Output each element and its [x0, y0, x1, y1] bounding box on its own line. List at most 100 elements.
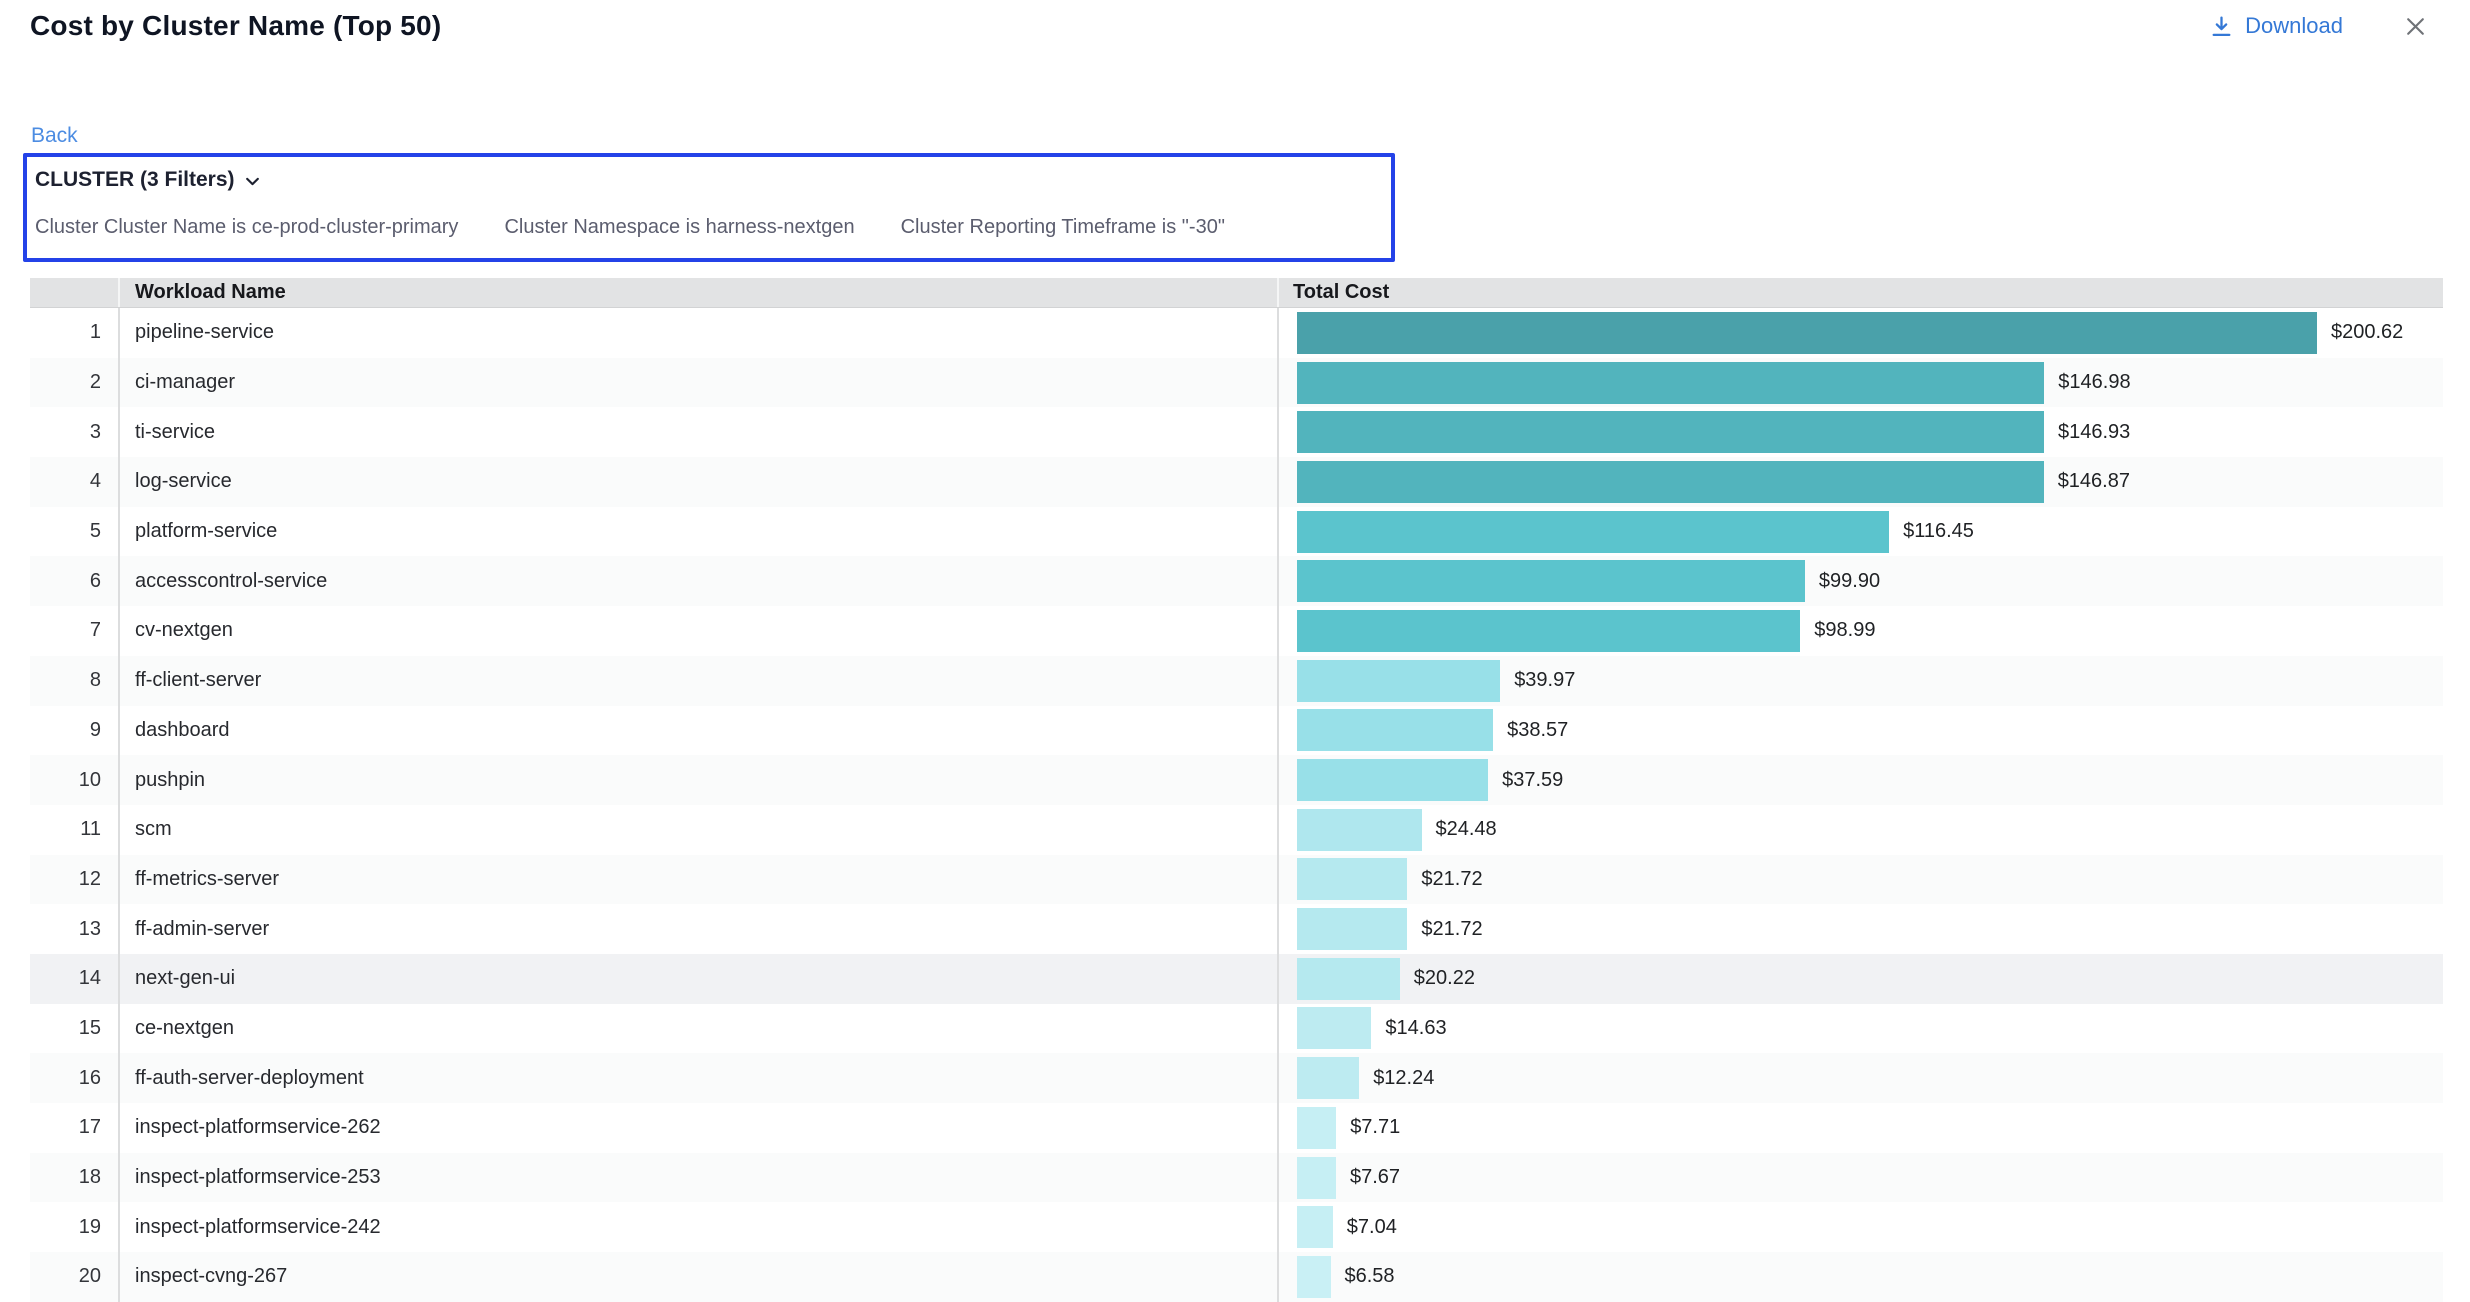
table-row[interactable]: 13 ff-admin-server $21.72: [30, 904, 2443, 954]
cost-bar: [1297, 311, 2317, 354]
workload-name-cell: platform-service: [120, 506, 1279, 557]
workload-name-cell: scm: [120, 804, 1279, 855]
cost-cell: $146.98: [1279, 358, 2443, 408]
rank-cell: 14: [30, 953, 120, 1004]
cost-cell: $146.87: [1279, 457, 2443, 507]
cost-cell: $7.71: [1279, 1103, 2443, 1153]
cost-cell: $6.58: [1279, 1252, 2443, 1302]
rank-cell: 5: [30, 506, 120, 557]
cost-value-label: $146.93: [2058, 420, 2131, 443]
cost-table: Workload Name Total Cost 1 pipeline-serv…: [30, 278, 2443, 1302]
workload-name-cell: pipeline-service: [120, 308, 1279, 358]
rank-cell: 17: [30, 1103, 120, 1153]
table-row[interactable]: 7 cv-nextgen $98.99: [30, 606, 2443, 656]
table-row[interactable]: 16 ff-auth-server-deployment $12.24: [30, 1053, 2443, 1103]
top-actions: Download: [2209, 13, 2428, 39]
filter-panel: CLUSTER (3 Filters) Cluster Cluster Name…: [23, 153, 1395, 262]
filter-items: Cluster Cluster Name is ce-prod-cluster-…: [35, 216, 1381, 239]
rank-cell: 13: [30, 904, 120, 954]
rank-cell: 2: [30, 357, 120, 408]
cost-bar: [1297, 1057, 1360, 1100]
cost-bar: [1297, 908, 1408, 951]
cost-bar: [1297, 411, 2044, 454]
cost-bar: [1297, 659, 1501, 702]
filter-item: Cluster Cluster Name is ce-prod-cluster-…: [35, 216, 459, 238]
rank-cell: 18: [30, 1152, 120, 1203]
rank-cell: 9: [30, 705, 120, 756]
rank-cell: 4: [30, 457, 120, 507]
cost-bar: [1297, 759, 1489, 802]
table-row[interactable]: 12 ff-metrics-server $21.72: [30, 854, 2443, 905]
table-row[interactable]: 9 dashboard $38.57: [30, 705, 2443, 756]
workload-name-cell: inspect-cvng-267: [120, 1252, 1279, 1302]
rank-cell: 8: [30, 655, 120, 706]
total-cost-column-header: Total Cost: [1293, 281, 1390, 303]
cost-cell: $12.24: [1279, 1053, 2443, 1103]
filter-dropdown-toggle[interactable]: CLUSTER (3 Filters): [35, 168, 261, 192]
download-button[interactable]: Download: [2209, 13, 2343, 39]
cost-value-label: $146.87: [2057, 470, 2130, 493]
table-row[interactable]: 3 ti-service $146.93: [30, 407, 2443, 458]
table-row[interactable]: 6 accesscontrol-service $99.90: [30, 556, 2443, 607]
cost-cell: $146.93: [1279, 407, 2443, 457]
back-link[interactable]: Back: [31, 124, 78, 147]
rank-cell: 6: [30, 556, 120, 607]
cost-bar: [1297, 709, 1494, 752]
cost-cell: $7.67: [1279, 1153, 2443, 1203]
table-row[interactable]: 15 ce-nextgen $14.63: [30, 1003, 2443, 1054]
cost-value-label: $7.04: [1346, 1215, 1397, 1238]
cost-bar: [1297, 361, 2045, 404]
cost-value-label: $146.98: [2058, 371, 2131, 394]
table-row[interactable]: 14 next-gen-ui $20.22: [30, 953, 2443, 1004]
cost-bar: [1297, 1255, 1331, 1298]
cost-value-label: $200.62: [2331, 321, 2404, 344]
table-row[interactable]: 5 platform-service $116.45: [30, 506, 2443, 557]
table-row[interactable]: 18 inspect-platformservice-253 $7.67: [30, 1152, 2443, 1203]
workload-name-cell: ff-client-server: [120, 655, 1279, 706]
cost-cell: $200.62: [1279, 308, 2443, 358]
workload-name-cell: ce-nextgen: [120, 1003, 1279, 1054]
table-row[interactable]: 1 pipeline-service $200.62: [30, 308, 2443, 358]
rank-column-header: [30, 278, 120, 307]
workload-name-cell: dashboard: [120, 705, 1279, 756]
rank-cell: 19: [30, 1202, 120, 1253]
rank-cell: 10: [30, 755, 120, 805]
cost-value-label: $12.24: [1373, 1066, 1435, 1089]
download-icon: [2209, 14, 2234, 39]
table-row[interactable]: 2 ci-manager $146.98: [30, 357, 2443, 408]
page-title: Cost by Cluster Name (Top 50): [30, 10, 442, 41]
workload-name-column-header: Workload Name: [120, 278, 1279, 307]
cost-bar: [1297, 510, 1890, 553]
table-row[interactable]: 11 scm $24.48: [30, 804, 2443, 855]
chevron-down-icon: [244, 173, 261, 190]
table-body: 1 pipeline-service $200.62 2 ci-manager …: [30, 308, 2443, 1302]
workload-name-cell: ff-metrics-server: [120, 854, 1279, 905]
cost-value-label: $7.71: [1350, 1116, 1401, 1139]
cost-value-label: $21.72: [1421, 917, 1483, 940]
cost-bar: [1297, 957, 1400, 1000]
table-row[interactable]: 19 inspect-platformservice-242 $7.04: [30, 1202, 2443, 1253]
cost-value-label: $21.72: [1421, 867, 1483, 890]
workload-name-cell: inspect-platformservice-242: [120, 1202, 1279, 1253]
table-row[interactable]: 4 log-service $146.87: [30, 457, 2443, 507]
table-row[interactable]: 10 pushpin $37.59: [30, 755, 2443, 805]
cost-cell: $38.57: [1279, 706, 2443, 756]
cost-cell: $7.04: [1279, 1202, 2443, 1252]
cost-value-label: $99.90: [1818, 569, 1881, 592]
cost-value-label: $38.57: [1507, 718, 1569, 741]
close-button[interactable]: [2403, 14, 2428, 39]
cost-cell: $99.90: [1279, 556, 2443, 606]
rank-cell: 11: [30, 804, 120, 855]
table-row[interactable]: 17 inspect-platformservice-262 $7.71: [30, 1103, 2443, 1153]
table-row[interactable]: 20 inspect-cvng-267 $6.58: [30, 1252, 2443, 1302]
cost-bar: [1297, 808, 1422, 851]
cost-cell: $98.99: [1279, 606, 2443, 656]
table-row[interactable]: 8 ff-client-server $39.97: [30, 655, 2443, 706]
cost-cell: $24.48: [1279, 805, 2443, 855]
cost-value-label: $20.22: [1413, 967, 1475, 990]
cost-bar: [1297, 460, 2044, 503]
close-icon: [2403, 14, 2428, 39]
cost-value-label: $37.59: [1502, 768, 1564, 791]
cost-bar: [1297, 1156, 1336, 1199]
